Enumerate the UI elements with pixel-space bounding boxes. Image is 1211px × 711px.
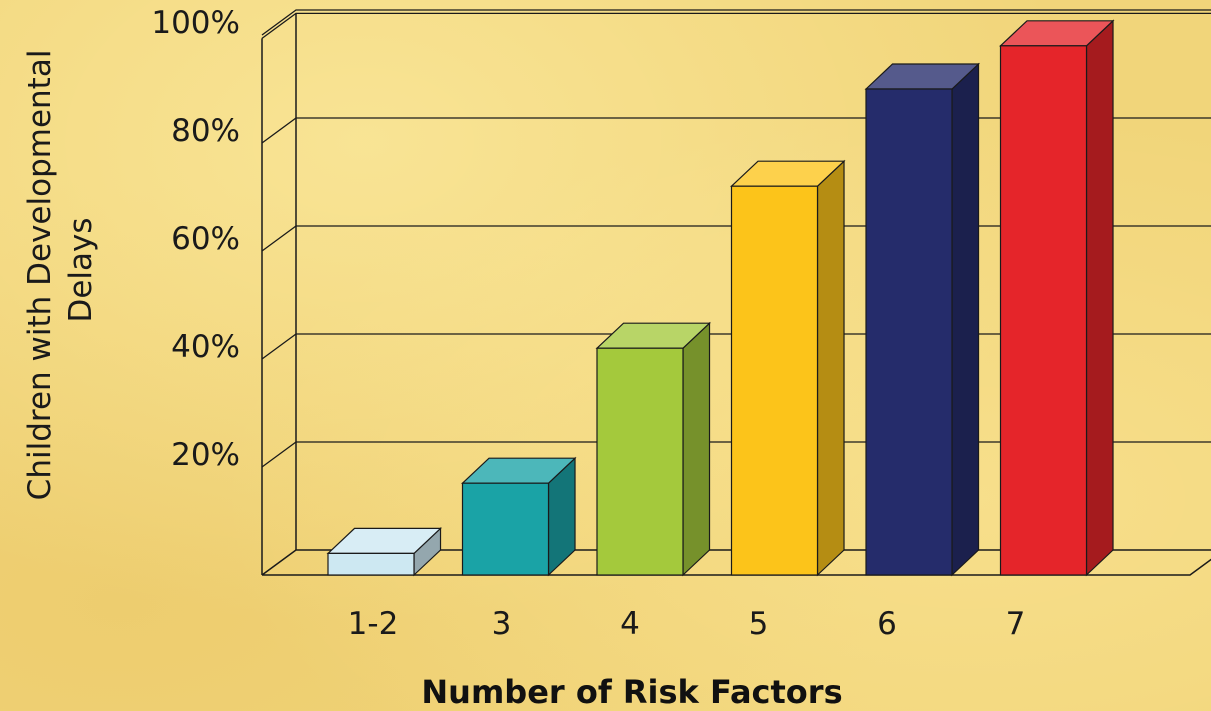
bar-front-3 xyxy=(461,482,550,576)
x-tick-label-6: 6 xyxy=(877,606,897,642)
bar-4 xyxy=(595,321,712,577)
x-tick-label-3: 3 xyxy=(492,606,512,642)
bar-5 xyxy=(729,159,846,577)
bar-6 xyxy=(864,62,981,577)
y-tick-label-100: 100% xyxy=(151,5,240,41)
bar-front-6 xyxy=(865,88,953,576)
bar-3 xyxy=(460,456,577,577)
y-axis-ticks: 20% 40% 60% 80% 100% xyxy=(151,5,240,473)
bar-side-5 xyxy=(816,159,845,577)
x-tick-label-5: 5 xyxy=(749,606,769,642)
bar-side-6 xyxy=(951,62,980,577)
x-tick-label-4: 4 xyxy=(620,606,640,642)
y-axis-label-line-2: Delays xyxy=(63,217,99,322)
y-tick-label-80: 80% xyxy=(171,113,240,149)
x-axis-label: Number of Risk Factors xyxy=(421,673,842,711)
x-tick-label-1-2: 1-2 xyxy=(348,606,399,642)
bar-side-4 xyxy=(682,321,711,577)
bar-7 xyxy=(998,19,1115,577)
y-tick-label-60: 60% xyxy=(171,221,240,257)
gridline-top xyxy=(261,12,1211,39)
y-axis-label-line-1: Children with Developmental xyxy=(22,50,58,501)
bar-1-2 xyxy=(326,527,443,577)
gridline-100 xyxy=(261,9,1211,36)
y-tick-label-20: 20% xyxy=(171,437,240,473)
bar-side-7 xyxy=(1085,19,1114,577)
bar-front-1-2 xyxy=(327,552,415,576)
bar-front-7 xyxy=(999,45,1088,576)
y-axis-label: Children with Developmental Delays xyxy=(22,40,99,501)
bar-front-4 xyxy=(596,347,684,576)
x-tick-label-7: 7 xyxy=(1006,606,1026,642)
bar-front-5 xyxy=(730,185,819,576)
bars xyxy=(326,19,1115,577)
x-axis-ticks: 1-2 3 4 5 6 7 xyxy=(348,606,1026,642)
y-tick-label-40: 40% xyxy=(171,329,240,365)
